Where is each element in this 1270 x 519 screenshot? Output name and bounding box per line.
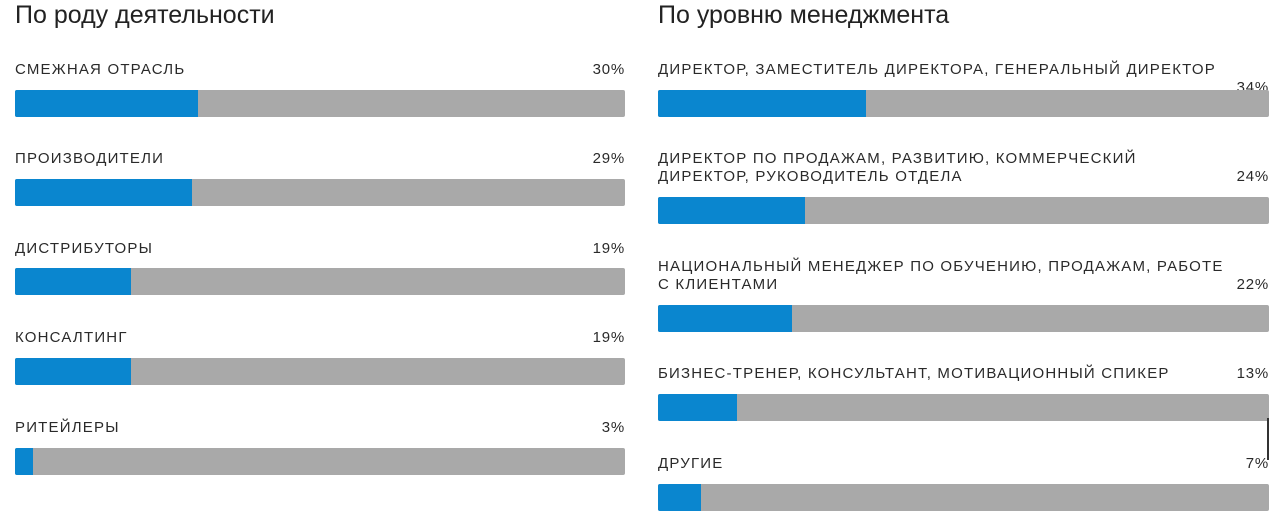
scroll-edge-marker (1267, 418, 1269, 460)
bar-category-label: РИТЕЙЛЕРЫ (15, 419, 120, 436)
bar-fill (658, 305, 793, 332)
bar-fill (658, 484, 701, 511)
management-chart-title: По уровню менеджмента (658, 1, 950, 29)
bar-fill (658, 90, 866, 117)
bar-fill (658, 394, 738, 421)
bar-category-label: ДИСТРИБУТОРЫ (15, 240, 154, 257)
bar-value-label: 13% (1236, 365, 1269, 382)
bar-category-label: ПРОИЗВОДИТЕЛИ (15, 150, 165, 167)
bar-track (15, 448, 625, 475)
bar-track (15, 90, 625, 117)
bar-fill (15, 448, 34, 475)
bar-value-label: 19% (592, 329, 625, 346)
bar-track (658, 197, 1269, 224)
bar-category-label: ДИРЕКТОР, ЗАМЕСТИТЕЛЬ ДИРЕКТОРА, ГЕНЕРАЛ… (658, 61, 1216, 78)
bar-value-label: 24% (1236, 168, 1269, 185)
bar-value-label: 3% (601, 419, 625, 436)
activity-chart-title: По роду деятельности (15, 1, 275, 29)
bar-fill (15, 179, 192, 206)
bar-category-label: КОНСАЛТИНГ (15, 329, 128, 346)
bar-category-label: ДРУГИЕ (658, 455, 724, 472)
bar-track (15, 358, 625, 385)
bar-track (15, 268, 625, 295)
bar-track (658, 484, 1269, 511)
bar-track (658, 394, 1269, 421)
bar-value-label: 19% (592, 240, 625, 257)
bar-value-label: 7% (1245, 455, 1269, 472)
bar-value-label: 22% (1236, 276, 1269, 293)
bar-track (15, 179, 625, 206)
bar-track (658, 90, 1269, 117)
bar-fill (15, 90, 198, 117)
bar-category-label: БИЗНЕС-ТРЕНЕР, КОНСУЛЬТАНТ, МОТИВАЦИОННЫ… (658, 365, 1170, 382)
bar-fill (15, 268, 131, 295)
bar-category-label: СМЕЖНАЯ ОТРАСЛЬ (15, 61, 186, 78)
bar-value-label: 30% (592, 61, 625, 78)
bar-category-label: НАЦИОНАЛЬНЫЙ МЕНЕДЖЕР ПО ОБУЧЕНИЮ, ПРОДА… (658, 258, 1224, 293)
bar-category-label: ДИРЕКТОР ПО ПРОДАЖАМ, РАЗВИТИЮ, КОММЕРЧЕ… (658, 150, 1137, 185)
bar-value-label: 29% (592, 150, 625, 167)
bar-fill (658, 197, 805, 224)
bar-track (658, 305, 1269, 332)
bar-fill (15, 358, 131, 385)
